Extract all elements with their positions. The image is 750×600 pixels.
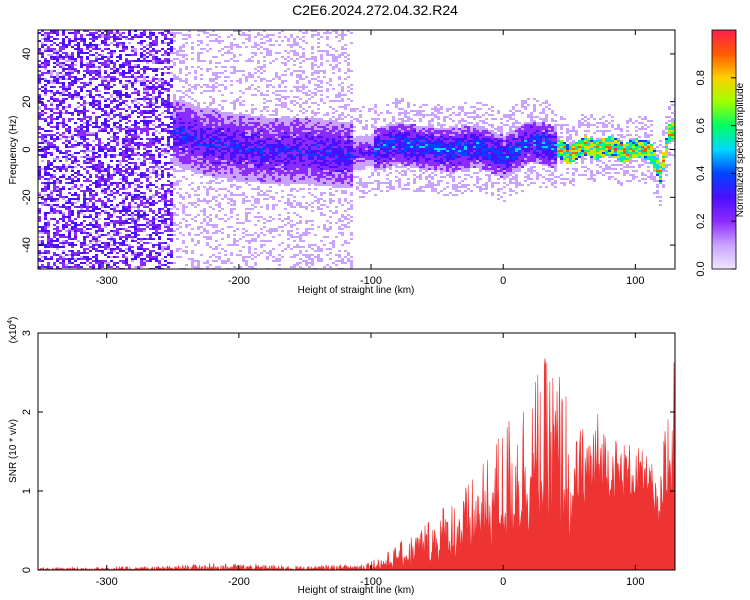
snr-panel: -300 -200 -100 0 100 0 1 2 3 Height of straight… (7, 317, 676, 596)
colorbar-ticks: 0.0 0.2 0.4 0.6 0.8 (695, 70, 736, 277)
snr-series (38, 358, 675, 570)
spectrogram-y-tick-label: -40 (21, 237, 33, 253)
snr-scale-note: (x104) (7, 317, 19, 344)
snr-x-tick-label: 0 (500, 576, 506, 588)
snr-x-tick-label: -100 (360, 576, 382, 588)
spectrogram-x-ticks: -300 -200 -100 0 100 (96, 30, 645, 287)
colorbar-tick-label: 0.8 (695, 70, 707, 85)
snr-y-ticks: 0 1 2 3 (21, 330, 675, 573)
colorbar-tick-label: 0.0 (695, 261, 707, 276)
colorbar: 0.0 0.2 0.4 0.6 0.8 Normalized spectral ampl… (695, 29, 746, 277)
snr-y-label: SNR (10 * v/v) (8, 419, 19, 483)
snr-y-tick-label: 1 (21, 488, 33, 494)
snr-y-tick-label: 0 (21, 567, 33, 573)
spectrogram-y-ticks: -40 -20 0 20 40 (21, 48, 675, 253)
snr-x-tick-label: 100 (626, 576, 644, 588)
spectrogram-x-tick-label: -100 (360, 275, 382, 287)
spectrogram-y-tick-label: 20 (21, 96, 33, 108)
spectrogram-y-tick-label: 40 (21, 48, 33, 60)
snr-x-tick-label: -200 (228, 576, 250, 588)
colorbar-tick-label: 0.4 (695, 166, 707, 181)
snr-x-tick-label: -300 (96, 576, 118, 588)
snr-y-tick-label: 3 (21, 330, 33, 336)
snr-y-tick-label: 2 (21, 409, 33, 415)
colorbar-label: Normalized spectral amplitude (735, 82, 746, 217)
snr-x-label: Height of straight line (km) (298, 585, 415, 596)
colorbar-gradient (711, 29, 737, 270)
spectrogram-x-tick-label: -300 (96, 275, 118, 287)
colorbar-tick-label: 0.6 (695, 118, 707, 133)
colorbar-tick-label: 0.2 (695, 214, 707, 229)
spectrogram-y-label: Frequency (Hz) (8, 116, 19, 185)
snr-area (38, 358, 675, 570)
spectrogram-x-label: Height of straight line (km) (298, 285, 415, 296)
spectrogram-x-tick-label: -200 (228, 275, 250, 287)
spectrogram-x-tick-label: 100 (626, 275, 644, 287)
page-title: C2E6.2024.272.04.32.R24 (292, 2, 458, 18)
spectrogram-x-tick-label: 0 (500, 275, 506, 287)
spectrogram-heatmap (38, 30, 675, 269)
snr-frame (37, 332, 676, 571)
spectrogram-y-tick-label: 0 (21, 146, 33, 152)
snr-x-ticks: -300 -200 -100 0 100 (96, 333, 645, 588)
spectrogram-y-tick-label: -20 (21, 189, 33, 205)
